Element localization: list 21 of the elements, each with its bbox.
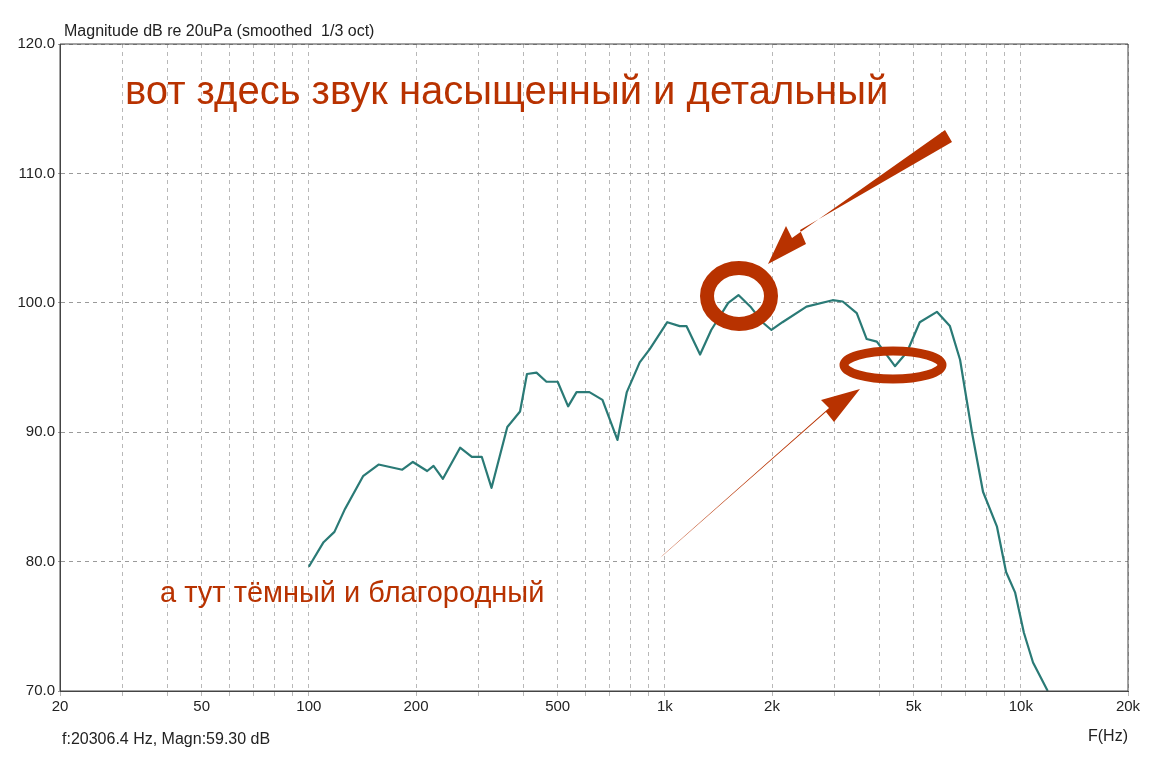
y-tick-label: 120.0: [17, 34, 55, 52]
x-tick-label: 50: [193, 697, 211, 715]
y-tick-label: 110.0: [18, 163, 55, 181]
annotation: вот здесь звук насыщенный и детальный: [125, 68, 889, 112]
chart-title: Magnitude dB re 20uPa (smoothed 1/3 oct): [64, 22, 375, 39]
x-tick-label: 10k: [1008, 697, 1034, 715]
x-tick-label: 20k: [1115, 697, 1141, 715]
x-axis-title: F(Hz): [1088, 727, 1128, 744]
x-tick-label: 5k: [905, 697, 923, 715]
y-tick-label: 70.0: [25, 681, 55, 699]
x-tick-label: 20: [51, 697, 69, 715]
annotation: а тут тёмный и благородный: [160, 576, 545, 608]
text: f:20306.4 Hz, Magn:59.30 dB: [62, 730, 271, 747]
x-tick-label: 2k: [764, 697, 781, 715]
x-tick-label: 1k: [656, 697, 674, 715]
x-tick-label: 100: [296, 697, 322, 715]
y-tick-label: 80.0: [25, 551, 55, 569]
y-tick-label: 100.0: [17, 292, 55, 310]
x-tick-label: 500: [545, 697, 571, 715]
x-tick-label: 200: [403, 697, 429, 715]
y-tick-label: 90.0: [25, 422, 55, 440]
